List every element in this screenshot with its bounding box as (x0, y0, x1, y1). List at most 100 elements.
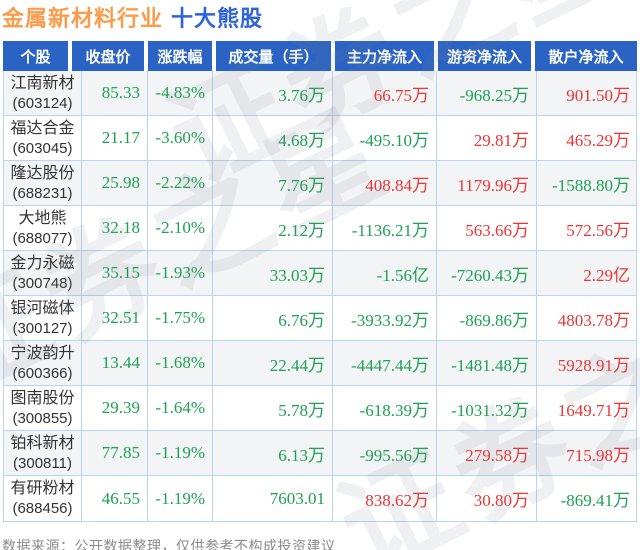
stock-name: 图南股份 (10, 389, 75, 407)
stock-name: 福达合金 (10, 119, 75, 137)
change-percent-cell: -1.64% (148, 386, 213, 430)
close-price-cell: 25.98 (82, 161, 148, 205)
retail-inflow-cell: -1588.80万 (552, 175, 630, 195)
retail-inflow-cell: -869.41万 (560, 491, 630, 510)
speculative-inflow-cell: 30.80万 (437, 476, 537, 521)
table-row: 大地熊 (688077) 32.18 -2.10% 2.12万 -1136.21… (4, 206, 636, 251)
retail-inflow-cell: 465.29万 (566, 130, 630, 150)
table-row: 江南新材 (603124) 85.33 -4.83% 3.76万 66.75万 … (4, 71, 636, 116)
main-inflow-cell: -1136.21万 (333, 206, 437, 250)
stock-name: 有研粉材 (10, 480, 75, 497)
speculative-inflow-cell: -968.25万 (437, 71, 537, 115)
change-percent-cell: -1.19% (148, 431, 213, 475)
stock-cell: 宁波韵升 (600366) (4, 341, 82, 385)
main-inflow-cell: 838.62万 (333, 476, 437, 521)
close-price-cell: 21.17 (82, 116, 148, 160)
stock-code: (300127) (12, 319, 73, 337)
stock-code: (603045) (12, 139, 73, 157)
stock-cell: 图南股份 (300855) (4, 386, 82, 430)
close-price-cell: 32.18 (82, 206, 148, 250)
volume-cell: 7603.01 (213, 476, 333, 521)
table-row: 金力永磁 (300748) 35.15 -1.93% 33.03万 -1.56亿… (4, 251, 636, 296)
volume-cell: 22.44万 (213, 341, 333, 385)
stock-code: (300855) (12, 409, 73, 427)
stock-code: (603124) (12, 94, 73, 112)
stock-cell: 银河磁体 (300127) (4, 296, 82, 340)
page-title: 金属新材料行业 十大熊股 (2, 6, 640, 32)
change-percent-cell: -1.93% (148, 251, 213, 295)
close-price-cell: 32.51 (82, 296, 148, 340)
header-close-price: 收盘价 (72, 41, 144, 71)
speculative-inflow-cell: -869.86万 (437, 296, 537, 340)
retail-inflow-cell: 2.29亿 (583, 265, 630, 285)
volume-cell: 6.13万 (213, 431, 333, 475)
data-source-note: 数据来源：公开数据整理，仅供参考不构成投资建议 (2, 538, 336, 550)
stock-cell: 有研粉材 (688456) (4, 476, 82, 521)
stock-code: (300748) (12, 274, 73, 292)
header-volume: 成交量（手） (216, 41, 331, 71)
stock-cell: 江南新材 (603124) (4, 71, 82, 115)
stock-code: (600366) (12, 364, 73, 382)
volume-cell: 7.76万 (213, 161, 333, 205)
close-price-cell: 29.39 (82, 386, 148, 430)
main-inflow-cell: -4447.44万 (333, 341, 437, 385)
volume-cell: 33.03万 (213, 251, 333, 295)
volume-cell: 3.76万 (213, 71, 333, 115)
speculative-inflow-cell: 1179.96万 (437, 161, 537, 205)
main-inflow-cell: -995.56万 (333, 431, 437, 475)
stock-cell: 铂科新材 (300811) (4, 431, 82, 475)
retail-inflow-cell: 901.50万 (566, 85, 630, 105)
change-percent-cell: -1.68% (148, 341, 213, 385)
retail-inflow-cell: 4803.78万 (557, 310, 630, 330)
stock-code: (688456) (12, 500, 73, 517)
stock-name: 宁波韵升 (10, 344, 75, 362)
close-price-cell: 35.15 (82, 251, 148, 295)
table-row: 隆达股份 (688231) 25.98 -2.22% 7.76万 408.84万… (4, 161, 636, 206)
change-percent-cell: -1.75% (148, 296, 213, 340)
speculative-inflow-cell: -1481.48万 (437, 341, 537, 385)
change-percent-cell: -1.19% (148, 476, 213, 521)
volume-cell: 4.68万 (213, 116, 333, 160)
retail-inflow-cell: 572.56万 (566, 220, 630, 240)
stock-name: 江南新材 (10, 74, 75, 92)
change-percent-cell: -3.60% (148, 116, 213, 160)
table-row: 宁波韵升 (600366) 13.44 -1.68% 22.44万 -4447.… (4, 341, 636, 386)
stock-name: 铂科新材 (10, 434, 75, 452)
main-inflow-cell: 66.75万 (333, 71, 437, 115)
speculative-inflow-cell: -7260.43万 (437, 251, 537, 295)
retail-inflow-cell: 1649.71万 (557, 400, 630, 420)
table-row: 图南股份 (300855) 29.39 -1.64% 5.78万 -618.39… (4, 386, 636, 431)
stock-cell: 大地熊 (688077) (4, 206, 82, 250)
stock-cell: 金力永磁 (300748) (4, 251, 82, 295)
title-industry: 金属新材料行业 (2, 6, 164, 31)
header-main-inflow: 主力净流入 (335, 41, 434, 71)
change-percent-cell: -4.83% (148, 71, 213, 115)
main-inflow-cell: 408.84万 (333, 161, 437, 205)
close-price-cell: 13.44 (82, 341, 148, 385)
speculative-inflow-cell: -1031.32万 (437, 386, 537, 430)
retail-inflow-cell: 715.98万 (566, 445, 630, 465)
close-price-cell: 46.55 (82, 476, 148, 521)
volume-cell: 2.12万 (213, 206, 333, 250)
speculative-inflow-cell: 279.58万 (437, 431, 537, 475)
stock-name: 银河磁体 (10, 299, 75, 317)
volume-cell: 6.76万 (213, 296, 333, 340)
stocks-table: 个股 收盘价 涨跌幅 成交量（手） 主力净流入 游资净流入 散户净流入 江南新材… (3, 41, 637, 522)
main-inflow-cell: -618.39万 (333, 386, 437, 430)
stock-code: (688231) (12, 184, 73, 202)
title-highlight: 十大熊股 (171, 6, 264, 31)
main-inflow-cell: -495.10万 (333, 116, 437, 160)
header-change-percent: 涨跌幅 (148, 41, 212, 71)
table-row: 福达合金 (603045) 21.17 -3.60% 4.68万 -495.10… (4, 116, 636, 161)
header-stock: 个股 (3, 41, 68, 71)
stock-name: 金力永磁 (10, 254, 75, 272)
stock-code: (688077) (12, 229, 73, 247)
stock-cell: 福达合金 (603045) (4, 116, 82, 160)
volume-cell: 5.78万 (213, 386, 333, 430)
stock-code: (300811) (13, 454, 72, 472)
speculative-inflow-cell: 563.66万 (437, 206, 537, 250)
table-row: 银河磁体 (300127) 32.51 -1.75% 6.76万 -3933.9… (4, 296, 636, 341)
table-body: 江南新材 (603124) 85.33 -4.83% 3.76万 66.75万 … (3, 71, 637, 522)
close-price-cell: 85.33 (82, 71, 148, 115)
